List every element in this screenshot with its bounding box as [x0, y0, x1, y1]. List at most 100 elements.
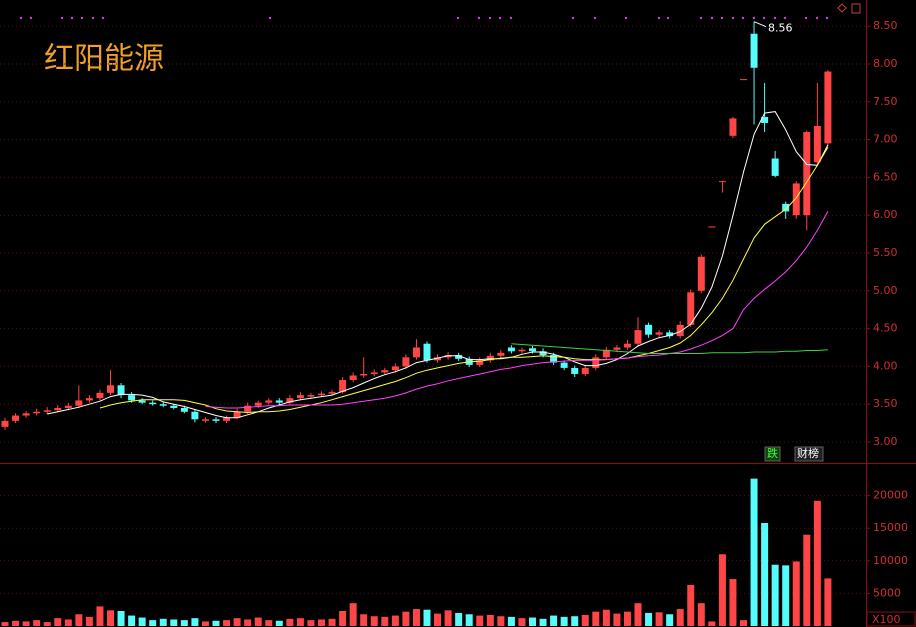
candle-body: [96, 392, 104, 399]
candle-body: [201, 419, 209, 421]
y-tick-label: 7.50: [873, 95, 898, 108]
candle-body: [170, 405, 178, 408]
volume-bar: [782, 565, 790, 626]
volume-bar: [307, 620, 315, 626]
candle-body: [687, 292, 695, 325]
volume-bar: [560, 616, 568, 626]
candle-body: [571, 367, 579, 374]
candle-body: [244, 405, 252, 412]
candle-body: [771, 158, 779, 176]
y-tick-label: 4.00: [873, 359, 898, 372]
volume-bar: [212, 620, 220, 626]
candle-body: [85, 398, 93, 401]
candle-body: [391, 366, 399, 371]
unit-label: X100: [872, 613, 901, 626]
volume-bar: [286, 618, 294, 626]
candle-body: [328, 392, 336, 394]
volume-bar: [328, 618, 336, 626]
y-tick-label: 10000: [873, 554, 908, 567]
candle-body: [43, 410, 51, 412]
candle-body: [1, 420, 9, 427]
candle-body: [318, 393, 325, 396]
unit-box: [866, 611, 916, 627]
volume-bar: [444, 610, 452, 626]
candle-body: [824, 71, 832, 144]
candle-body: [803, 132, 811, 216]
candle-body: [265, 400, 273, 403]
candle-body: [254, 402, 262, 406]
y-tick-label: 5.50: [873, 246, 898, 259]
volume-bar: [254, 617, 262, 626]
tag-box: [764, 446, 781, 462]
volume-bar: [412, 609, 420, 626]
moving-average: [99, 146, 829, 414]
candle-body: [634, 330, 642, 344]
max-label: 8.56: [768, 22, 793, 35]
candle-body: [191, 411, 199, 420]
candle-body: [33, 411, 41, 414]
volume-bar: [223, 620, 231, 626]
volume-bar: [370, 616, 378, 626]
candle-body: [12, 415, 20, 421]
volume-bar: [602, 609, 610, 626]
chart-title: 红阳能源: [44, 42, 164, 77]
candle-body: [455, 355, 463, 359]
volume-bar: [434, 613, 442, 626]
candle-body: [275, 400, 283, 403]
volume-bar: [191, 618, 199, 626]
candle-body: [212, 419, 220, 421]
volume-bar: [729, 579, 737, 626]
candle-body: [423, 343, 431, 361]
candle-body: [180, 407, 188, 412]
candle-body: [550, 355, 558, 363]
max-pointer: [753, 21, 767, 28]
volume-bar: [592, 611, 600, 626]
candle-body: [750, 33, 758, 68]
y-tick-label: 8.50: [873, 19, 898, 32]
volume-bar: [507, 616, 515, 626]
volume-bar: [613, 613, 621, 626]
volume-bar: [486, 614, 494, 626]
candle-body: [434, 357, 442, 361]
volume-bar: [149, 620, 157, 626]
volume-bar: [634, 603, 642, 626]
volume-bar: [107, 610, 114, 626]
volume-bar: [33, 620, 41, 626]
candle-body: [613, 347, 621, 350]
candle-body: [666, 332, 674, 337]
volume-bar: [43, 622, 51, 626]
volume-bar: [771, 564, 779, 626]
candle-body: [307, 395, 315, 397]
candle-body: [223, 417, 231, 421]
candle-body: [560, 362, 568, 368]
candle-body: [107, 385, 114, 393]
candle-body: [402, 357, 410, 367]
volume-bar: [666, 614, 674, 626]
y-tick-label: 5.00: [873, 284, 898, 297]
candle-body: [138, 400, 146, 403]
volume-bar: [85, 616, 93, 626]
candle-body: [360, 373, 368, 376]
volume-bar: [117, 611, 125, 626]
volume-bar: [128, 615, 136, 626]
volume-bar: [201, 621, 209, 626]
volume-bar: [12, 620, 20, 626]
volume-bar: [360, 614, 368, 626]
volume-bar: [761, 522, 769, 626]
volume-bar: [676, 609, 684, 626]
toolbar-icons[interactable]: [837, 3, 861, 14]
volume-bar: [645, 612, 653, 626]
candle-body: [381, 370, 389, 373]
candle-body: [233, 411, 241, 418]
y-tick-label: 7.00: [873, 133, 898, 146]
volume-bar: [539, 618, 547, 626]
candle-body: [349, 375, 357, 381]
volume-bar: [170, 619, 178, 626]
volume-bar: [75, 614, 83, 626]
volume-bar: [296, 618, 304, 626]
volume-bar: [180, 620, 188, 626]
volume-bar: [244, 619, 252, 626]
